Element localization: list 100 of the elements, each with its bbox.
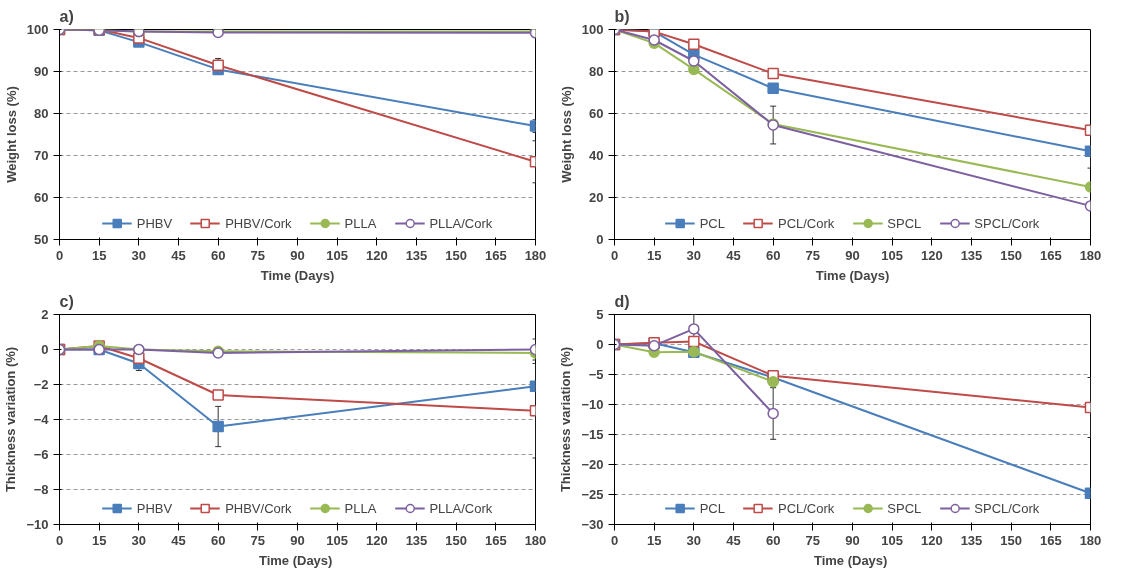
x-tick-label: 180 bbox=[524, 247, 547, 263]
x-axis-title: Time (Days) bbox=[813, 552, 888, 568]
legend-label: PCL/Cork bbox=[777, 500, 835, 516]
y-axis-title: Thickness variation (%) bbox=[558, 346, 574, 493]
x-tick-label: 135 bbox=[960, 532, 983, 548]
x-tick-label: 45 bbox=[726, 247, 741, 263]
x-tick-label: 0 bbox=[55, 247, 64, 263]
x-tick-label: 75 bbox=[805, 532, 821, 548]
y-tick-label: −20 bbox=[581, 457, 604, 472]
x-tick-label: 120 bbox=[365, 247, 388, 263]
chart-title: b) bbox=[614, 7, 630, 25]
x-tick-label: 0 bbox=[610, 247, 619, 263]
y-tick-label: 90 bbox=[34, 64, 49, 79]
legend-label: SPCL/Cork bbox=[974, 500, 1040, 516]
x-tick-label: 90 bbox=[290, 532, 305, 548]
x-tick-label: 60 bbox=[765, 532, 781, 548]
x-tick-label: 135 bbox=[405, 532, 428, 548]
legend-label: PHBV/Cork bbox=[225, 215, 292, 231]
y-tick-label: −6 bbox=[33, 447, 49, 462]
legend-label: PCL bbox=[699, 215, 725, 231]
y-tick-label: −2 bbox=[33, 377, 49, 392]
chart-title: a) bbox=[59, 7, 74, 25]
y-tick-label: 80 bbox=[34, 106, 49, 121]
legend-label: PLLA/Cork bbox=[429, 500, 493, 516]
legend-label: SPCL/Cork bbox=[974, 215, 1040, 231]
y-tick-label: 80 bbox=[589, 64, 604, 79]
x-axis-title: Time (Days) bbox=[815, 267, 890, 283]
y-tick-label: −10 bbox=[581, 397, 604, 412]
x-tick-label: 60 bbox=[210, 532, 226, 548]
x-tick-label: 30 bbox=[686, 532, 702, 548]
x-tick-label: 135 bbox=[405, 247, 428, 263]
x-tick-label: 30 bbox=[131, 532, 147, 548]
x-tick-label: 135 bbox=[960, 247, 983, 263]
x-tick-label: 105 bbox=[881, 532, 904, 548]
x-tick-label: 75 bbox=[250, 247, 266, 263]
x-tick-label: 75 bbox=[805, 247, 821, 263]
x-tick-label: 15 bbox=[91, 247, 107, 263]
x-tick-label: 150 bbox=[445, 532, 468, 548]
x-tick-label: 165 bbox=[484, 532, 507, 548]
legend-label: PLLA/Cork bbox=[429, 215, 493, 231]
y-tick-label: 60 bbox=[589, 106, 604, 121]
chart-title: d) bbox=[614, 292, 630, 310]
legend-label: PCL/Cork bbox=[777, 215, 835, 231]
y-tick-label: 20 bbox=[589, 190, 604, 205]
legend-label: PCL bbox=[699, 500, 725, 516]
x-tick-label: 180 bbox=[1079, 532, 1102, 548]
y-tick-label: 2 bbox=[41, 307, 49, 322]
y-tick-label: −30 bbox=[581, 517, 604, 532]
x-tick-label: 90 bbox=[290, 247, 305, 263]
x-tick-label: 165 bbox=[1039, 532, 1062, 548]
y-tick-label: 5 bbox=[596, 307, 604, 322]
x-tick-label: 120 bbox=[365, 532, 388, 548]
x-tick-label: 150 bbox=[1000, 247, 1023, 263]
x-tick-label: 75 bbox=[250, 532, 266, 548]
x-tick-label: 165 bbox=[1039, 247, 1062, 263]
x-tick-label: 30 bbox=[686, 247, 702, 263]
y-tick-label: 0 bbox=[596, 232, 604, 247]
legend-label: PLLA bbox=[344, 215, 377, 231]
x-tick-label: 45 bbox=[171, 247, 186, 263]
x-tick-label: 150 bbox=[445, 247, 468, 263]
chart-title: c) bbox=[59, 292, 74, 310]
x-axis-title: Time (Days) bbox=[258, 552, 333, 568]
legend-label: PHBV/Cork bbox=[225, 500, 292, 516]
y-tick-label: −10 bbox=[26, 517, 49, 532]
y-axis-title: Thickness variation (%) bbox=[3, 346, 19, 493]
legend-label: PHBV bbox=[136, 215, 173, 231]
y-tick-label: 60 bbox=[34, 190, 49, 205]
x-tick-label: 15 bbox=[91, 532, 107, 548]
y-tick-label: 100 bbox=[581, 22, 604, 37]
x-tick-label: 90 bbox=[845, 247, 860, 263]
x-tick-label: 45 bbox=[171, 532, 186, 548]
y-tick-label: 0 bbox=[41, 342, 49, 357]
legend-label: SPCL bbox=[887, 500, 922, 516]
y-axis-title: Weight loss (%) bbox=[558, 86, 574, 183]
x-tick-label: 15 bbox=[646, 532, 662, 548]
x-axis-title: Time (Days) bbox=[260, 267, 335, 283]
x-tick-label: 0 bbox=[55, 532, 64, 548]
x-tick-label: 165 bbox=[484, 247, 507, 263]
x-tick-label: 90 bbox=[845, 532, 860, 548]
legend-label: SPCL bbox=[887, 215, 922, 231]
x-tick-label: 120 bbox=[920, 532, 943, 548]
x-tick-label: 45 bbox=[726, 532, 741, 548]
y-tick-label: 50 bbox=[34, 232, 49, 247]
y-tick-label: 40 bbox=[589, 148, 604, 163]
x-tick-label: 105 bbox=[326, 532, 349, 548]
y-tick-label: −25 bbox=[581, 487, 604, 502]
x-tick-label: 60 bbox=[210, 247, 226, 263]
y-axis-title: Weight loss (%) bbox=[3, 86, 19, 183]
x-tick-label: 60 bbox=[765, 247, 781, 263]
x-tick-label: 0 bbox=[610, 532, 619, 548]
y-tick-label: 100 bbox=[26, 22, 49, 37]
x-tick-label: 120 bbox=[920, 247, 943, 263]
y-tick-label: −8 bbox=[33, 482, 49, 497]
y-tick-label: 70 bbox=[34, 148, 49, 163]
x-tick-label: 180 bbox=[1079, 247, 1102, 263]
y-tick-label: −15 bbox=[581, 427, 604, 442]
x-tick-label: 180 bbox=[524, 532, 547, 548]
legend-label: PLLA bbox=[344, 500, 377, 516]
x-tick-label: 150 bbox=[1000, 532, 1023, 548]
y-tick-label: −5 bbox=[588, 367, 604, 382]
